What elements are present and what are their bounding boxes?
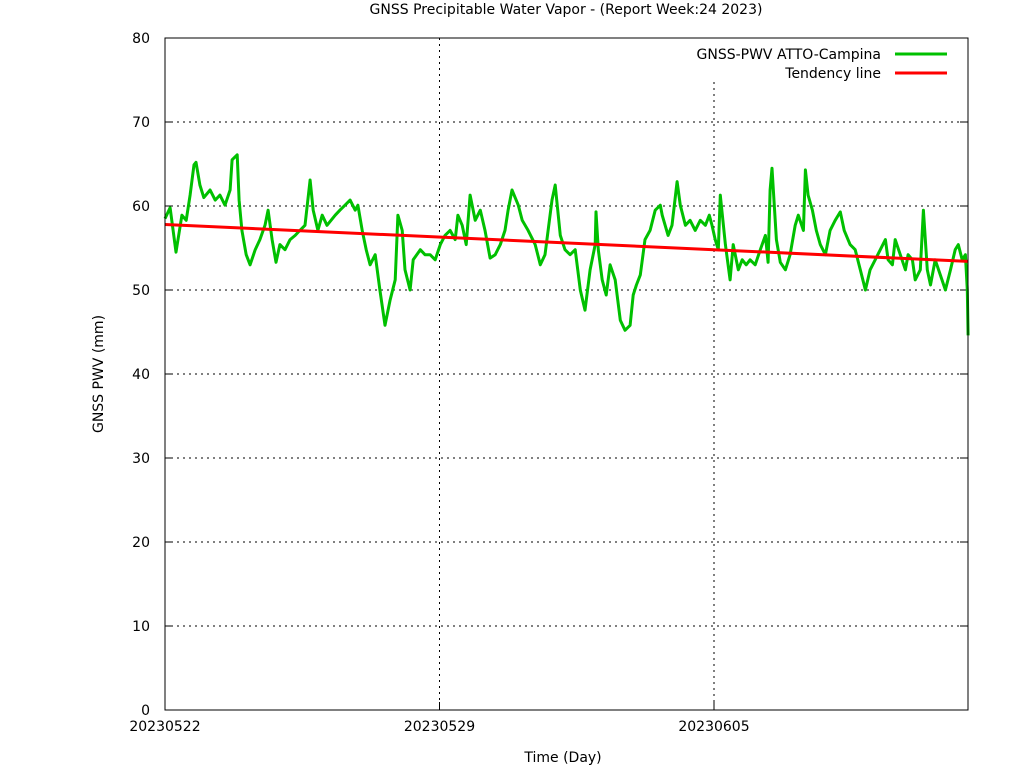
series-line-gnss-pwv xyxy=(163,153,970,336)
y-tick-label: 0 xyxy=(141,703,150,719)
y-tick-label: 10 xyxy=(132,619,150,635)
y-tick-label: 60 xyxy=(132,199,150,215)
legend-label-gnss-pwv: GNSS-PWV ATTO-Campina xyxy=(697,47,882,63)
y-tick-label: 40 xyxy=(132,367,150,383)
legend: GNSS-PWV ATTO-Campina Tendency line xyxy=(697,47,947,82)
x-tick-label: 20230522 xyxy=(129,719,200,735)
y-tick-label: 30 xyxy=(132,451,150,467)
chart-title: GNSS Precipitable Water Vapor - (Report … xyxy=(370,2,763,18)
axis-ticks: 0 10 20 30 40 50 60 70 80 20230522 20230529 2023060… xyxy=(129,31,968,735)
y-tick-label: 20 xyxy=(132,535,150,551)
x-tick-label: 20230529 xyxy=(404,719,475,735)
y-tick-label: 50 xyxy=(132,283,150,299)
y-tick-label: 70 xyxy=(132,115,150,131)
x-axis-label: Time (Day) xyxy=(523,750,601,766)
x-tick-label: 20230605 xyxy=(678,719,749,735)
series-group xyxy=(163,153,970,336)
series-line-tendency xyxy=(164,223,969,263)
y-axis-label: GNSS PWV (mm) xyxy=(91,315,107,433)
legend-label-tendency: Tendency line xyxy=(784,66,881,82)
plot-frame xyxy=(164,37,969,711)
y-tick-label: 80 xyxy=(132,31,150,47)
grid xyxy=(165,38,968,710)
